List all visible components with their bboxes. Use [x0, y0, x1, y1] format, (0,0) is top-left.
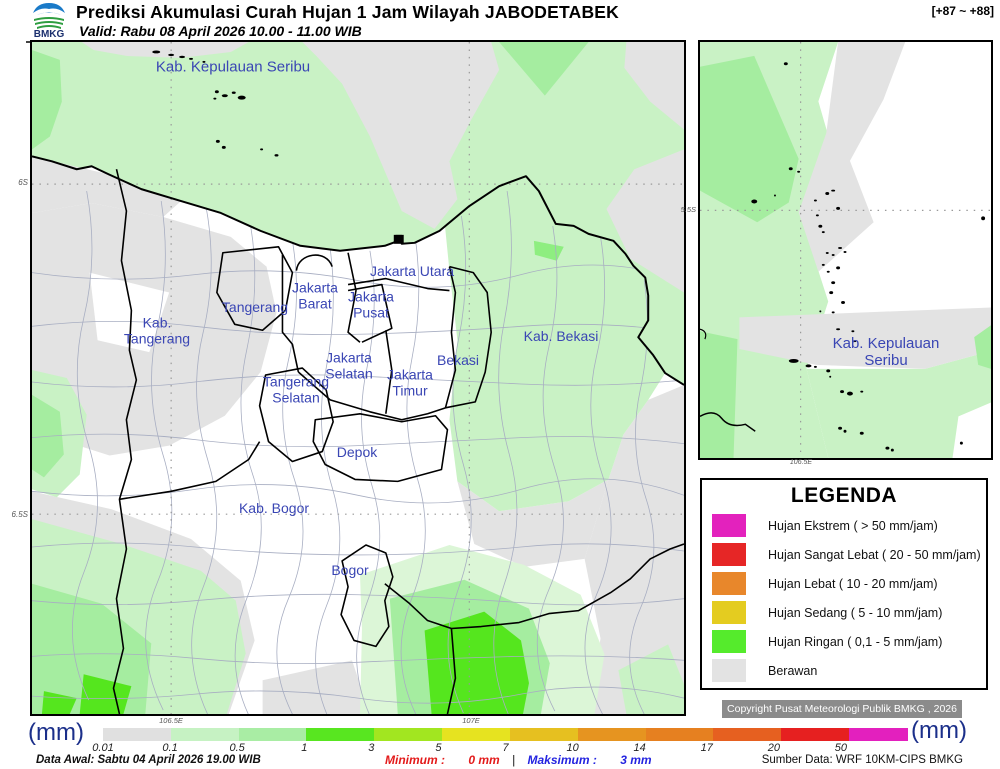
- main-map-svg: [32, 42, 684, 714]
- copyright-bar: Copyright Pusat Meteorologi Publik BMKG …: [722, 700, 962, 718]
- colorbar-segment: [645, 728, 714, 741]
- district-borders: [32, 155, 684, 714]
- colorbar-segment: [238, 728, 307, 741]
- maksimum-label: Maksimum :: [527, 753, 597, 767]
- colorbar-tick-label: 17: [700, 742, 713, 754]
- sumber-data-text: Sumber Data: WRF 10KM-CIPS BMKG: [761, 754, 963, 766]
- legend-box: LEGENDA Hujan Ekstrem ( > 50 mm/jam) Huja…: [700, 478, 988, 690]
- legend-item-label: Hujan Sedang ( 5 - 10 mm/jam): [768, 605, 943, 620]
- valid-time: Valid: Rabu 08 April 2026 10.00 - 11.00 …: [79, 23, 362, 39]
- maksimum-value: 3 mm: [620, 753, 652, 767]
- lat-tick-65s: 6.5S: [11, 510, 28, 519]
- legend-item: Hujan Sedang ( 5 - 10 mm/jam): [712, 601, 986, 624]
- legend-item-label: Hujan Lebat ( 10 - 20 mm/jam): [768, 576, 938, 591]
- colorbar-segment: [103, 728, 171, 741]
- legend-item: Berawan: [712, 659, 986, 682]
- gridlines: [32, 42, 684, 714]
- colorbar-segment: [509, 728, 578, 741]
- legend-swatch: [712, 630, 746, 653]
- data-awal-text: Data Awal: Sabtu 04 April 2026 19.00 WIB: [36, 754, 261, 766]
- lat-tick-6s: 6S: [18, 178, 28, 187]
- inset-lon-tick-1065e: 106.5E: [789, 459, 813, 466]
- colorbar-segment: [170, 728, 239, 741]
- legend-item-label: Hujan Ringan ( 0,1 - 5 mm/jam): [768, 634, 943, 649]
- legend-items: Hujan Ekstrem ( > 50 mm/jam) Hujan Sangat…: [702, 514, 986, 682]
- colorbar-unit-right: (mm): [911, 717, 967, 744]
- legend-swatch: [712, 572, 746, 595]
- colorbar-tick-label: 14: [633, 742, 646, 754]
- lon-tick-1065e: 106.5E: [159, 716, 183, 725]
- minimum-value: 0 mm: [468, 753, 500, 767]
- colorbar-segment: [781, 728, 849, 741]
- page-title: Prediksi Akumulasi Curah Hujan 1 Jam Wil…: [76, 2, 619, 22]
- inset-rain-cloud-areas: [700, 42, 991, 458]
- minimum-label: Minimum :: [385, 753, 445, 767]
- colorbar-unit-left: (mm): [28, 719, 84, 746]
- colorbar-segment: [306, 728, 375, 741]
- colorbar-tick-label: 7: [502, 742, 509, 754]
- main-map: [30, 40, 686, 716]
- min-max-text: Minimum : 0 mm | Maksimum : 3 mm: [385, 753, 652, 767]
- legend-swatch: [712, 659, 746, 682]
- legend-item-label: Hujan Ekstrem ( > 50 mm/jam): [768, 518, 938, 533]
- legend-item: Hujan Lebat ( 10 - 20 mm/jam): [712, 572, 986, 595]
- legend-title: LEGENDA: [790, 484, 898, 507]
- colorbar-tick-label: 0.5: [229, 742, 245, 754]
- colorbar-tick-label: 50: [834, 742, 848, 754]
- colorbar-segment: [848, 728, 908, 741]
- legend-item-label: Berawan: [768, 663, 818, 678]
- colorbar: [103, 728, 908, 741]
- inset-coastline: [700, 328, 756, 432]
- legend-swatch: [712, 601, 746, 624]
- colorbar-segment: [577, 728, 646, 741]
- subdistrict-borders: [32, 191, 684, 714]
- legend-item: Hujan Sangat Lebat ( 20 - 50 mm/jam): [712, 543, 986, 566]
- legend-swatch: [712, 514, 746, 537]
- colorbar-segment: [442, 728, 510, 741]
- inset-gridlines: [700, 42, 991, 458]
- forecast-hour-range: [+87 ~ +88]: [931, 4, 994, 18]
- sea-region: [32, 42, 684, 385]
- inset-map-svg: [700, 42, 991, 458]
- legend-item-label: Hujan Sangat Lebat ( 20 - 50 mm/jam): [768, 547, 981, 562]
- legend-item: Hujan Ekstrem ( > 50 mm/jam): [712, 514, 986, 537]
- inset-islands: [751, 62, 986, 452]
- colorbar-tick-label: 0.1: [162, 742, 178, 754]
- colorbar-tick-label: 1: [301, 742, 308, 754]
- colorbar-segment: [713, 728, 782, 741]
- colorbar-tick-label: 0.01: [92, 742, 114, 754]
- bmkg-logo-icon: [33, 3, 65, 29]
- legend-swatch: [712, 543, 746, 566]
- colorbar-tick-label: 20: [767, 742, 780, 754]
- lon-tick-107e: 107E: [462, 716, 480, 725]
- colorbar-tick-label: 3: [368, 742, 375, 754]
- colorbar-tick-label: 5: [435, 742, 442, 754]
- colorbar-ticks: 0.01 0.1 0.5 1 3 5 7 10 14 17 20 50: [92, 742, 908, 755]
- colorbar-segment: [374, 728, 443, 741]
- colorbar-tick-label: 10: [566, 742, 579, 754]
- minmax-separator: |: [512, 753, 516, 767]
- inset-map-kepulauan-seribu: [698, 40, 993, 460]
- islands: [152, 50, 404, 244]
- legend-item: Hujan Ringan ( 0,1 - 5 mm/jam): [712, 630, 986, 653]
